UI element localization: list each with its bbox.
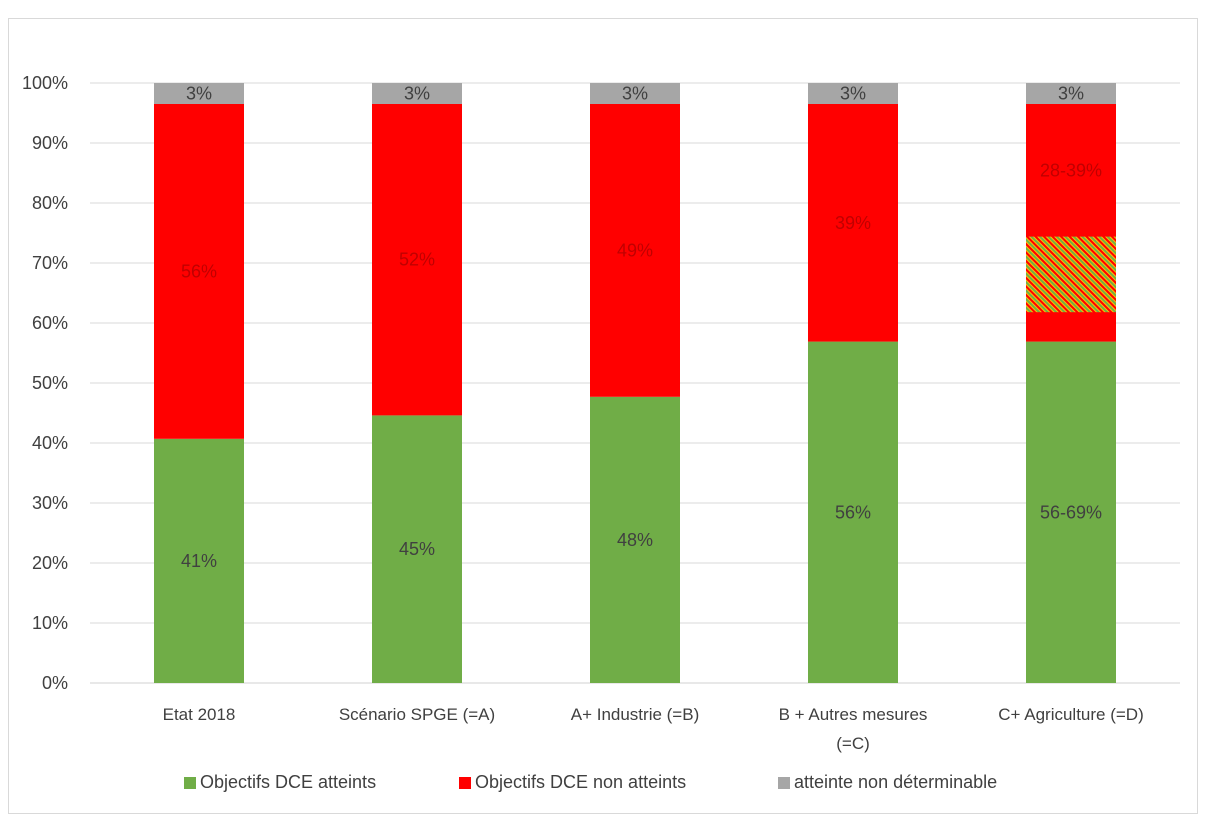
legend-swatch (459, 777, 471, 789)
bar-segment (1026, 83, 1116, 104)
legend: Objectifs DCE atteints Objectifs DCE non … (184, 772, 997, 792)
legend-swatch (778, 777, 790, 789)
uncertainty-hatch (1026, 236, 1116, 313)
data-label: 41% (181, 551, 217, 571)
data-label: 3% (622, 84, 648, 104)
y-tick-label: 80% (32, 193, 68, 213)
data-label: 48% (617, 530, 653, 550)
data-label: 49% (617, 240, 653, 260)
legend-swatch (184, 777, 196, 789)
bar-segment (808, 83, 898, 104)
y-tick-label: 30% (32, 493, 68, 513)
data-label: 3% (404, 84, 430, 104)
data-label: 28-39% (1040, 160, 1102, 180)
category-label: (=C) (836, 734, 870, 753)
data-labels: 41% 56% 3% 45% 52% 3% 48% 49% 3% 56% 39% 3% 56-69% 28… (181, 84, 1102, 571)
data-label: 56-69% (1040, 502, 1102, 522)
y-tick-label: 40% (32, 433, 68, 453)
data-label: 3% (1058, 84, 1084, 104)
bar-segment (1026, 341, 1116, 683)
y-tick-label: 0% (42, 673, 68, 693)
bar-segment (808, 104, 898, 342)
y-tick-label: 90% (32, 133, 68, 153)
y-axis-tick-labels: 0% 10% 20% 30% 40% 50% 60% 70% 80% 90% 100% (22, 73, 68, 693)
bars (154, 83, 1116, 683)
bar-segment (154, 104, 244, 439)
data-label: 39% (835, 213, 871, 233)
data-label: 56% (181, 261, 217, 281)
bar-segment (590, 104, 680, 397)
y-tick-label: 60% (32, 313, 68, 333)
category-label: A+ Industrie (=B) (571, 705, 700, 724)
y-tick-label: 100% (22, 73, 68, 93)
category-label: Etat 2018 (163, 705, 236, 724)
data-label: 45% (399, 539, 435, 559)
bar-segment (808, 341, 898, 683)
y-tick-label: 20% (32, 553, 68, 573)
bar-segment (372, 83, 462, 104)
category-label: B + Autres mesures (779, 705, 928, 724)
y-tick-label: 70% (32, 253, 68, 273)
bar-segment (590, 83, 680, 104)
x-axis-category-labels: Etat 2018 Scénario SPGE (=A) A+ Industrie … (163, 705, 1144, 753)
bar-segment (372, 415, 462, 683)
bar-segment (590, 396, 680, 683)
data-label: 3% (186, 84, 212, 104)
bar-segment (154, 438, 244, 683)
data-label: 52% (399, 250, 435, 270)
bar-segment (372, 104, 462, 416)
legend-label: atteinte non déterminable (794, 772, 997, 792)
legend-label: Objectifs DCE non atteints (475, 772, 686, 792)
data-label: 3% (840, 84, 866, 104)
uncertainty-band (1026, 236, 1116, 313)
category-label: C+ Agriculture (=D) (998, 705, 1144, 724)
category-label: Scénario SPGE (=A) (339, 705, 495, 724)
data-label: 56% (835, 502, 871, 522)
y-tick-label: 10% (32, 613, 68, 633)
legend-label: Objectifs DCE atteints (200, 772, 376, 792)
bar-segment (154, 83, 244, 104)
y-tick-label: 50% (32, 373, 68, 393)
